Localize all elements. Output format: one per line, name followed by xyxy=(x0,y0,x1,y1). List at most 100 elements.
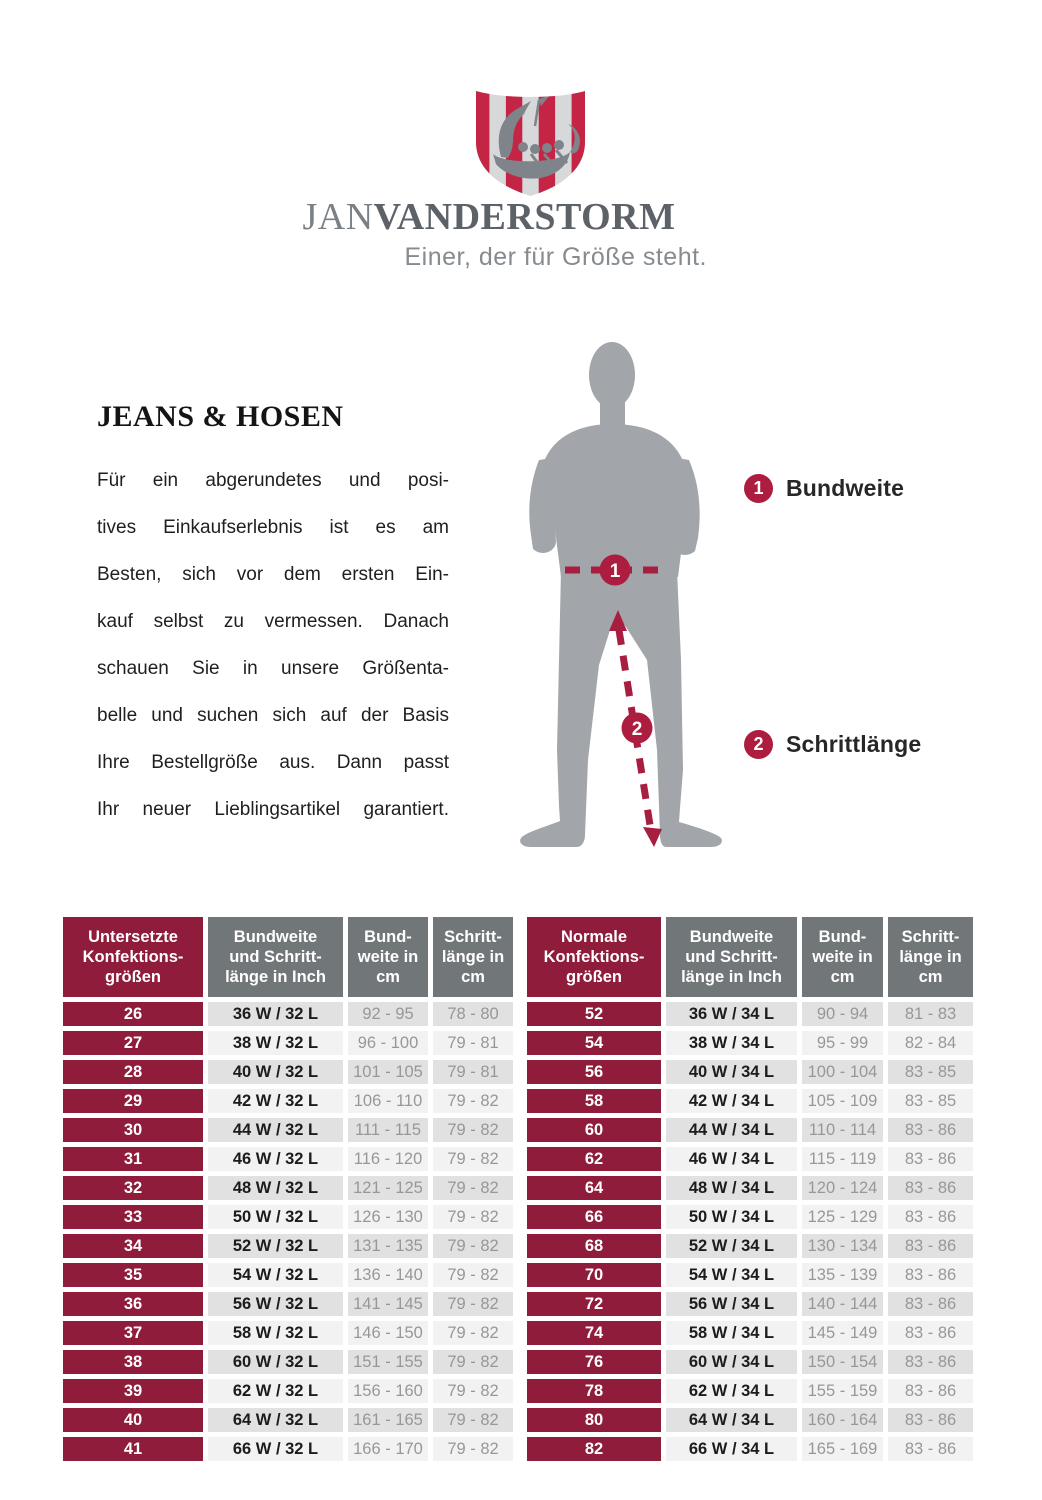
inch-size-cell: 36 W / 34 L xyxy=(666,1002,797,1026)
intro-line: kauf selbst zu vermessen. Danach xyxy=(97,611,449,632)
waist-cm-cell: 145 - 149 xyxy=(802,1321,883,1345)
waist-cm-cell: 161 - 165 xyxy=(348,1408,428,1432)
inseam-cm-cell: 83 - 86 xyxy=(888,1408,973,1432)
measure-arrowheads xyxy=(609,610,662,847)
waist-cm-cell: 90 - 94 xyxy=(802,1002,883,1026)
inseam-cm-cell: 79 - 82 xyxy=(433,1437,513,1461)
size-label-cell: 35 xyxy=(63,1263,203,1287)
waist-cm-cell: 141 - 145 xyxy=(348,1292,428,1316)
inseam-cm-cell: 79 - 81 xyxy=(433,1031,513,1055)
waist-cm-header: Bund- weite in cm xyxy=(802,917,883,997)
inseam-cm-cell: 81 - 83 xyxy=(888,1002,973,1026)
intro-line: Besten, sich vor dem ersten Ein- xyxy=(97,564,449,585)
inch-size-cell: 64 W / 34 L xyxy=(666,1408,797,1432)
callout-2-badge: 2 xyxy=(744,730,773,759)
inch-size-cell: 56 W / 34 L xyxy=(666,1292,797,1316)
size-label-cell: 72 xyxy=(527,1292,661,1316)
inseam-cm-cell: 83 - 86 xyxy=(888,1292,973,1316)
waist-cm-cell: 92 - 95 xyxy=(348,1002,428,1026)
measure-lines xyxy=(565,566,668,826)
inseam-cm-cell: 79 - 82 xyxy=(433,1292,513,1316)
size-label-cell: 64 xyxy=(527,1176,661,1200)
waist-cm-cell: 156 - 160 xyxy=(348,1379,428,1403)
brand-tagline: Einer, der für Größe steht. xyxy=(404,243,707,271)
inch-size-cell: 44 W / 34 L xyxy=(666,1118,797,1142)
viking-ship-shield-icon xyxy=(476,91,585,196)
inch-size-cell: 44 W / 32 L xyxy=(208,1118,343,1142)
waist-badge-number: 1 xyxy=(610,561,621,582)
waist-cm-cell: 111 - 115 xyxy=(348,1118,428,1142)
size-label-cell: 36 xyxy=(63,1292,203,1316)
inch-size-cell: 58 W / 32 L xyxy=(208,1321,343,1345)
waist-cm-cell: 125 - 129 xyxy=(802,1205,883,1229)
inch-size-cell: 50 W / 32 L xyxy=(208,1205,343,1229)
inseam-cm-cell: 79 - 82 xyxy=(433,1350,513,1374)
size-label-cell: 29 xyxy=(63,1089,203,1113)
brand-wordmark: JANVANDERSTORM xyxy=(271,196,707,238)
intro-line: Für ein abgerundetes und posi- xyxy=(97,470,449,491)
size-label-cell: 56 xyxy=(527,1060,661,1084)
inch-size-cell: 66 W / 34 L xyxy=(666,1437,797,1461)
waist-cm-cell: 105 - 109 xyxy=(802,1089,883,1113)
intro-line: Ihr neuer Lieblingsartikel garantiert. xyxy=(97,799,449,820)
size-label-cell: 54 xyxy=(527,1031,661,1055)
arrow-up-icon xyxy=(609,610,627,631)
inch-size-cell: 58 W / 34 L xyxy=(666,1321,797,1345)
viking-ship-icon xyxy=(493,95,580,179)
waist-cm-cell: 151 - 155 xyxy=(348,1350,428,1374)
inseam-cm-cell: 83 - 86 xyxy=(888,1118,973,1142)
size-label-cell: 27 xyxy=(63,1031,203,1055)
inch-size-cell: 42 W / 32 L xyxy=(208,1089,343,1113)
inch-size-cell: 52 W / 34 L xyxy=(666,1234,797,1258)
size-label-cell: 40 xyxy=(63,1408,203,1432)
waist-cm-cell: 126 - 130 xyxy=(348,1205,428,1229)
inseam-cm-cell: 79 - 82 xyxy=(433,1234,513,1258)
waist-cm-cell: 121 - 125 xyxy=(348,1176,428,1200)
inseam-cm-header: Schritt- länge in cm xyxy=(888,917,973,997)
inch-size-header: Bundweite und Schritt- länge in Inch xyxy=(666,917,797,997)
size-label-cell: 66 xyxy=(527,1205,661,1229)
inch-size-cell: 46 W / 34 L xyxy=(666,1147,797,1171)
brand-wordmark-light: JAN xyxy=(302,196,374,238)
callout-2-label: Schrittlänge xyxy=(786,731,922,757)
inch-size-cell: 38 W / 32 L xyxy=(208,1031,343,1055)
size-label-cell: 28 xyxy=(63,1060,203,1084)
figure-badges: 1 2 xyxy=(599,554,653,744)
size-label-cell: 26 xyxy=(63,1002,203,1026)
inch-size-cell: 60 W / 34 L xyxy=(666,1350,797,1374)
inseam-badge-number: 2 xyxy=(632,719,643,740)
waist-cm-cell: 96 - 100 xyxy=(348,1031,428,1055)
inseam-cm-cell: 82 - 84 xyxy=(888,1031,973,1055)
inch-size-cell: 60 W / 32 L xyxy=(208,1350,343,1374)
waist-cm-cell: 155 - 159 xyxy=(802,1379,883,1403)
inseam-cm-cell: 79 - 81 xyxy=(433,1060,513,1084)
inch-size-cell: 46 W / 32 L xyxy=(208,1147,343,1171)
waist-cm-cell: 146 - 150 xyxy=(348,1321,428,1345)
inch-size-cell: 36 W / 32 L xyxy=(208,1002,343,1026)
waist-cm-cell: 136 - 140 xyxy=(348,1263,428,1287)
waist-cm-cell: 95 - 99 xyxy=(802,1031,883,1055)
inch-size-cell: 40 W / 34 L xyxy=(666,1060,797,1084)
arrow-down-icon xyxy=(643,827,662,847)
inseam-cm-cell: 83 - 86 xyxy=(888,1147,973,1171)
size-label-cell: 60 xyxy=(527,1118,661,1142)
silhouette-shapes xyxy=(520,342,722,847)
callout-bundweite: 1 Bundweite xyxy=(744,474,904,503)
inseam-cm-cell: 79 - 82 xyxy=(433,1118,513,1142)
waist-cm-cell: 100 - 104 xyxy=(802,1060,883,1084)
page-title: JEANS & HOSEN xyxy=(97,400,344,433)
inch-size-cell: 48 W / 34 L xyxy=(666,1176,797,1200)
inseam-cm-cell: 83 - 86 xyxy=(888,1379,973,1403)
inch-size-cell: 66 W / 32 L xyxy=(208,1437,343,1461)
inseam-cm-cell: 83 - 86 xyxy=(888,1437,973,1461)
inch-size-header: Bundweite und Schritt- länge in Inch xyxy=(208,917,343,997)
inseam-cm-cell: 79 - 82 xyxy=(433,1321,513,1345)
size-label-cell: 31 xyxy=(63,1147,203,1171)
size-label-cell: 32 xyxy=(63,1176,203,1200)
inch-size-cell: 52 W / 32 L xyxy=(208,1234,343,1258)
waist-cm-cell: 160 - 164 xyxy=(802,1408,883,1432)
size-group-header: Normale Konfektions- größen xyxy=(527,917,661,997)
inseam-badge-circle xyxy=(621,712,653,744)
waist-cm-cell: 131 - 135 xyxy=(348,1234,428,1258)
intro-paragraph: Für ein abgerundetes und posi- tives Ein… xyxy=(97,469,449,845)
